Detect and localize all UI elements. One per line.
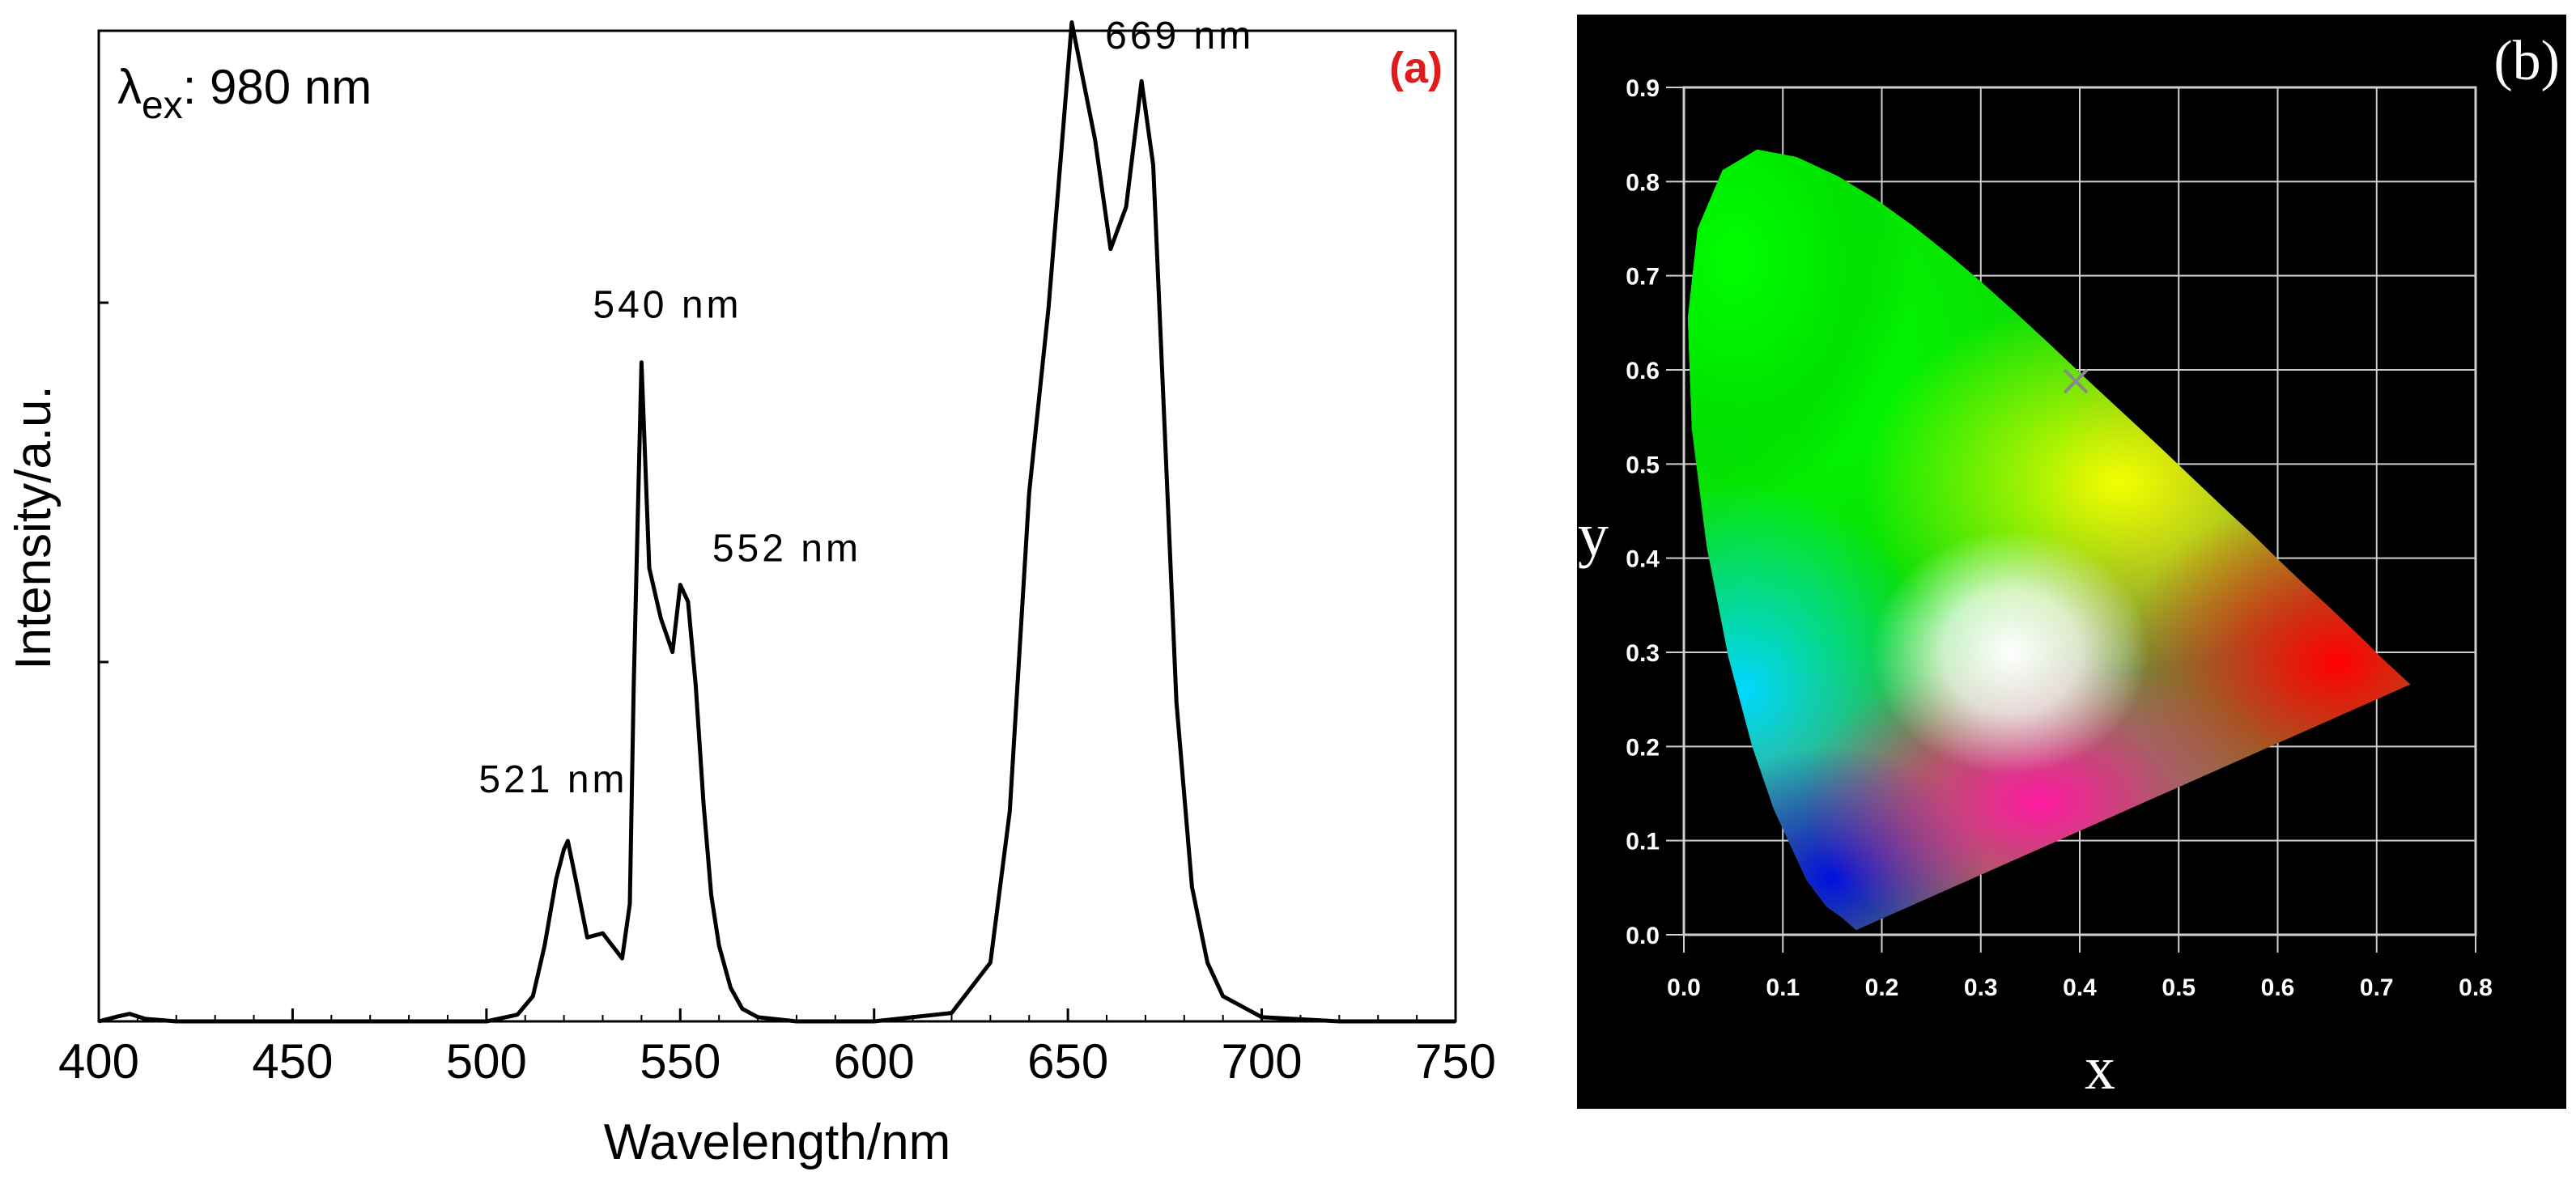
cie-y-tick-label: 0.9 xyxy=(1626,75,1660,102)
x-tick-label: 450 xyxy=(252,1034,333,1089)
x-axis-ticks: 400 450 500 550 600 650 700 750 xyxy=(58,1008,1496,1089)
cie-color-region xyxy=(1872,529,2149,775)
cie-x-tick-label: 0.7 xyxy=(2360,974,2394,1001)
peak-annotation: 552 nm xyxy=(712,527,861,570)
cie-y-tick-label: 0.0 xyxy=(1626,923,1660,949)
cie-x-tick-label: 0.8 xyxy=(2459,974,2493,1001)
cie-x-tick-label: 0.3 xyxy=(1964,974,1998,1001)
lambda-symbol: λ xyxy=(117,60,142,114)
cie-plot-frame xyxy=(1682,86,2477,936)
x-tick-label: 550 xyxy=(640,1034,721,1089)
x-axis-label: Wavelength/nm xyxy=(604,1114,950,1170)
cie-y-tick-label: 0.1 xyxy=(1626,829,1660,855)
excitation-label: λex: 980 nm xyxy=(117,60,372,127)
cie-color-region xyxy=(1687,149,1912,502)
color-coordinate-markers xyxy=(2063,368,2089,394)
cie-x-tick-label: 0.1 xyxy=(1766,974,1800,1001)
panel-label-a: (a) xyxy=(1389,44,1443,92)
x-tick-label: 500 xyxy=(446,1034,527,1089)
peak-annotation: 669 nm xyxy=(1105,15,1254,57)
cie-x-tick-label: 0.0 xyxy=(1667,974,1701,1001)
cie-x-axis-label: x xyxy=(2085,1034,2115,1102)
panel-label-b: (b) xyxy=(2493,30,2560,92)
marker-stroke xyxy=(2063,368,2089,394)
cie-y-tick-labels: 0.0 0.1 0.2 0.3 0.4 0.5 0.6 0.7 0.8 0.9 xyxy=(1626,75,1660,949)
cie-y-tick-label: 0.5 xyxy=(1626,452,1660,478)
peak-annotation: 540 nm xyxy=(593,284,742,327)
cie-y-tick-label: 0.3 xyxy=(1626,640,1660,667)
emission-spectrum-panel: 400 450 500 550 600 650 700 750 521 nm 540 nm 552… xyxy=(6,15,1496,1170)
cie-y-tick-label: 0.7 xyxy=(1626,264,1660,291)
x-tick-label: 750 xyxy=(1415,1034,1496,1089)
lambda-subscript: ex xyxy=(142,84,183,127)
cie-x-tick-labels: 0.0 0.1 0.2 0.3 0.4 0.5 0.6 0.7 0.8 xyxy=(1667,974,2493,1001)
emission-curve xyxy=(98,20,1456,1024)
cie-y-tick-label: 0.4 xyxy=(1626,546,1660,573)
x-tick-label: 400 xyxy=(58,1034,139,1089)
x-tick-label: 650 xyxy=(1027,1034,1108,1089)
x-tick-label: 600 xyxy=(834,1034,915,1089)
cie-y-tick-label: 0.8 xyxy=(1626,169,1660,196)
peak-annotation: 521 nm xyxy=(478,758,627,801)
y-axis-label: Intensity/a.u. xyxy=(6,385,62,670)
cie-x-tick-label: 0.4 xyxy=(2063,974,2097,1001)
cie-y-tick-label: 0.2 xyxy=(1626,734,1660,761)
cie-chromaticity-panel: 0.0 0.1 0.2 0.3 0.4 0.5 0.6 0.7 0.8 0.0 0.1 0.2 0.3… xyxy=(1577,15,2566,1109)
cie-x-tick-label: 0.5 xyxy=(2162,974,2196,1001)
x-tick-label: 700 xyxy=(1222,1034,1303,1089)
cie-x-tick-label: 0.2 xyxy=(1865,974,1899,1001)
plot-a-frame xyxy=(97,29,1457,1023)
cie-y-axis-label: y xyxy=(1578,501,1609,569)
color-coordinate-marker xyxy=(2063,368,2089,394)
excitation-value: : 980 nm xyxy=(183,60,372,114)
cie-x-tick-label: 0.6 xyxy=(2261,974,2295,1001)
cie-y-tick-label: 0.6 xyxy=(1626,358,1660,384)
